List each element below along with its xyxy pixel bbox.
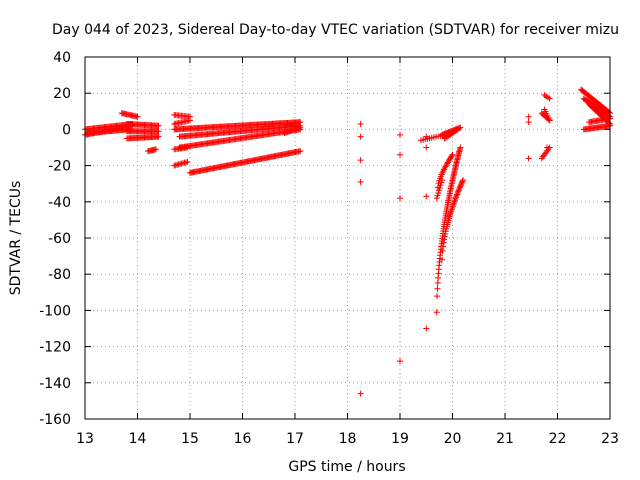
data-point (134, 113, 141, 120)
axis-ticks: 13 14 15 16 17 18 19 20 21 22 23 -160 -140 -120 -100 -8… (39, 50, 619, 447)
data-point (525, 155, 532, 162)
data-point (397, 131, 403, 138)
data-point (455, 187, 462, 194)
x-tick-label: 18 (339, 431, 357, 447)
data-point (423, 325, 430, 332)
data-point (357, 133, 364, 140)
data-point (458, 180, 465, 187)
data-point (397, 358, 403, 365)
data-point (357, 157, 364, 164)
data-point (434, 293, 441, 300)
data-point (155, 133, 162, 140)
data-point (155, 122, 162, 129)
data-point (423, 133, 430, 140)
data-point (436, 187, 442, 194)
data-point (439, 256, 445, 263)
data-point (442, 230, 449, 237)
y-tick-label: -160 (39, 412, 71, 428)
data-point (455, 188, 462, 195)
data-point (439, 247, 446, 254)
data-point (423, 193, 430, 200)
data-point (434, 192, 441, 199)
data-point (453, 194, 459, 201)
data-point (457, 183, 464, 190)
data-point (544, 144, 550, 151)
data-point (441, 236, 448, 243)
y-tick-label: -120 (39, 340, 71, 356)
data-point (187, 117, 193, 124)
data-point (454, 190, 461, 197)
data-point (454, 126, 461, 133)
y-tick-label: 20 (53, 86, 71, 102)
y-tick-label: 40 (53, 50, 71, 66)
data-point (459, 178, 466, 185)
x-tick-label: 15 (181, 431, 199, 447)
data-point (297, 148, 304, 155)
data-points (82, 86, 613, 397)
data-point (152, 146, 159, 153)
x-tick-label: 21 (496, 431, 514, 447)
data-point (435, 180, 442, 187)
x-axis-label: GPS time / hours (288, 459, 405, 475)
data-point (451, 197, 458, 204)
x-tick-label: 23 (601, 431, 619, 447)
data-point (357, 390, 364, 397)
x-tick-label: 19 (391, 431, 409, 447)
data-point (453, 192, 460, 199)
data-point (357, 178, 364, 185)
data-point (457, 182, 464, 189)
data-point (448, 152, 455, 159)
data-point (434, 184, 441, 191)
data-point (434, 279, 441, 286)
x-tick-label: 22 (549, 431, 567, 447)
x-tick-label: 14 (129, 431, 147, 447)
data-point (440, 239, 447, 246)
y-tick-label: -40 (48, 195, 71, 211)
data-point (449, 151, 456, 158)
data-point (435, 190, 442, 197)
x-tick-label: 17 (286, 431, 304, 447)
y-tick-label: -100 (39, 303, 71, 319)
data-point (457, 144, 464, 151)
data-point (440, 243, 447, 250)
plot-frame (84, 56, 611, 420)
data-point (441, 233, 448, 240)
data-point (453, 127, 460, 134)
data-point (525, 113, 532, 120)
y-axis-label: SDTVAR / TECUs (8, 181, 24, 296)
x-tick-label: 20 (444, 431, 462, 447)
y-tick-label: -80 (48, 267, 71, 283)
data-point (155, 128, 162, 135)
data-point (460, 177, 466, 184)
data-point (456, 185, 463, 192)
data-point (397, 151, 403, 158)
data-point (456, 184, 463, 191)
data-point (433, 195, 440, 202)
x-tick-label: 13 (76, 431, 94, 447)
data-point (397, 195, 403, 202)
data-point (184, 158, 191, 165)
y-tick-label: 0 (62, 122, 71, 138)
data-point (525, 119, 532, 126)
data-point (297, 124, 304, 131)
y-tick-label: -20 (48, 159, 71, 175)
data-point (433, 309, 440, 316)
data-point (423, 144, 430, 151)
y-tick-label: -140 (39, 376, 71, 392)
data-point (546, 95, 553, 102)
x-tick-label: 16 (234, 431, 252, 447)
grid-lines (85, 57, 610, 419)
data-point (434, 285, 441, 292)
data-point (452, 195, 459, 202)
chart-title: Day 044 of 2023, Sidereal Day-to-day VTE… (52, 22, 619, 38)
y-tick-label: -60 (48, 231, 71, 247)
data-point (546, 117, 553, 124)
data-point (454, 191, 461, 198)
data-point (357, 120, 364, 127)
